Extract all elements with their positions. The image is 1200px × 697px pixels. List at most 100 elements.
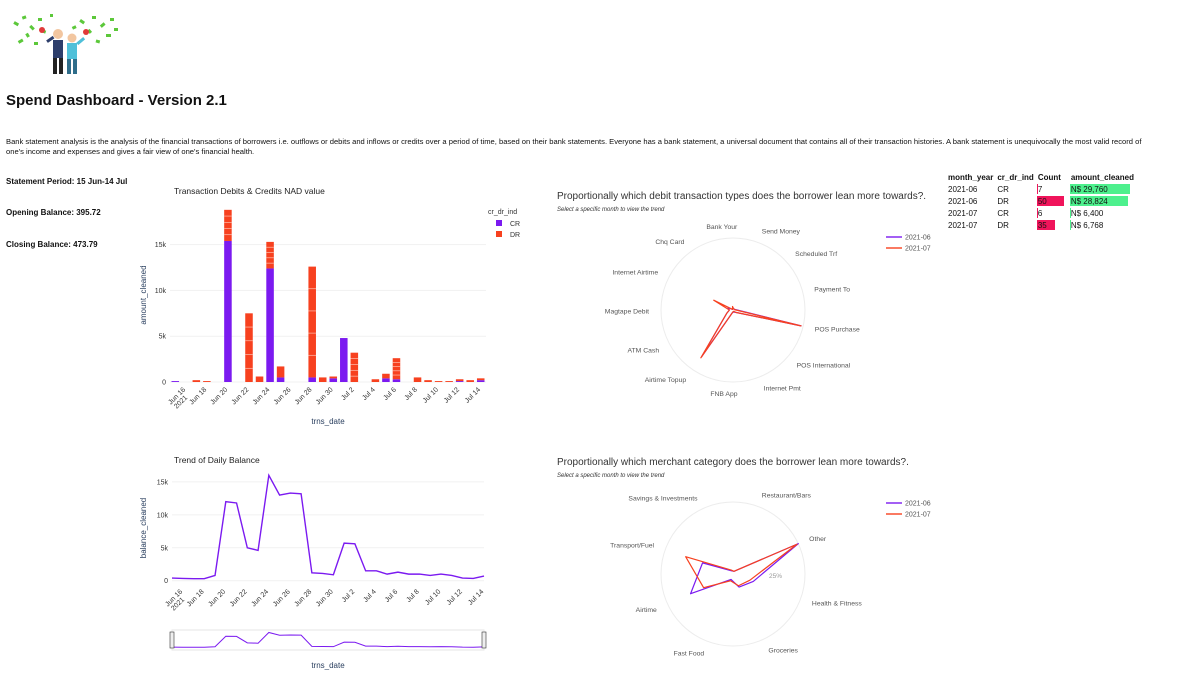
bar-dr — [445, 381, 453, 382]
merchant-radar-subtitle: Select a specific month to view the tren… — [557, 473, 665, 479]
bar-xtick-label: Jun 22 — [231, 386, 251, 406]
amount-cell-databar — [1069, 184, 1130, 194]
line-xtick-label: Jun 30 — [315, 588, 335, 608]
bar-xtick-label: Jun 28 — [294, 386, 314, 406]
radar-series-2021-06 — [689, 543, 799, 595]
dashboard-description: Bank statement analysis is the analysis … — [6, 137, 1142, 157]
bar-dr — [476, 378, 485, 381]
radar-axis-label: FNB App — [710, 391, 737, 398]
bar-xtick-label: Jul 2 — [340, 386, 355, 401]
bar-cr — [171, 381, 180, 382]
amount-cell: N$ 28,824 — [1069, 195, 1136, 207]
merchant-radar-chart[interactable]: Restaurant/Bars Other Health & Fitness Groc… — [590, 482, 950, 664]
bar-y-axis-title: amount_cleaned — [139, 265, 148, 324]
bar-cr — [455, 381, 464, 382]
line-xtick-label: Jun 20 — [207, 588, 227, 608]
debit-radar-subtitle: Select a specific month to view the tren… — [557, 207, 665, 213]
line-xtick-label: Jul 2 — [341, 588, 356, 603]
radar-series-2021-07 — [700, 299, 802, 359]
radar-legend-label: 2021-06 — [905, 235, 931, 242]
bar-xtick-label: Jul 12 — [443, 386, 461, 404]
bar-cr — [476, 380, 485, 382]
line-xtick-label: Jul 4 — [362, 588, 377, 603]
line-ytick-label: 10k — [157, 512, 169, 519]
amount-cell-databar — [1069, 220, 1072, 230]
table-row: 2021-07 CR 6 N$ 6,400 — [946, 207, 1136, 219]
radar-axis-label: Chq Card — [655, 239, 684, 246]
radar-legend-label: 2021-06 — [905, 501, 931, 508]
bar-dr — [392, 358, 401, 380]
bar-dr — [192, 380, 201, 382]
opening-balance: Opening Balance: 395.72 — [6, 208, 101, 217]
bar-dr — [413, 377, 422, 382]
bar-dr — [255, 376, 264, 382]
amount-cell-value: N$ 28,824 — [1070, 196, 1108, 206]
radar-axis-label: Fast Food — [674, 650, 705, 657]
bar-dr — [203, 381, 211, 382]
line-xtick-label: Jul 8 — [405, 588, 420, 603]
radar-axis-label: Internet Airtime — [612, 269, 658, 276]
bar-x-axis-title: trns_date — [311, 417, 345, 426]
balance-line — [171, 473, 485, 580]
radar-axis-label: Bank Your — [706, 224, 738, 231]
page-title: Spend Dashboard - Version 2.1 — [6, 92, 227, 109]
merchant-radar-title: Proportionally which merchant category d… — [557, 457, 909, 468]
radar-axis-label: Internet Pmt — [764, 386, 801, 393]
cr-dr-cell-value: CR — [997, 184, 1009, 194]
radar-axis-label: Restaurant/Bars — [762, 493, 812, 500]
bar-ytick-label: 10k — [155, 288, 167, 295]
cr-dr-cell-value: DR — [997, 220, 1009, 230]
debit-radar-chart[interactable]: Send Money Scheduled Trf Payment To POS Pur… — [590, 215, 950, 400]
radar-outer-ring — [660, 237, 806, 383]
radar-axis-label: Send Money — [762, 229, 801, 236]
bar-dr — [318, 377, 327, 382]
bar-cr — [382, 378, 390, 382]
month-year-cell: 2021-06 — [946, 195, 995, 207]
amount-cell-databar — [1069, 208, 1071, 218]
bar-dr — [382, 373, 390, 379]
radar-axis-label: Payment To — [814, 286, 850, 293]
bar-xtick-label: Jun 24 — [252, 386, 272, 406]
bar-xtick-label: Jul 8 — [404, 386, 419, 401]
radar-axis-label: Other — [809, 536, 827, 543]
bar-dr — [245, 313, 253, 382]
radar-axis-label: Savings & Investments — [628, 495, 698, 502]
amount-cell-value: N$ 6,768 — [1070, 220, 1104, 230]
count-cell: 50 — [1036, 195, 1069, 207]
count-cell-databar — [1036, 184, 1039, 194]
count-cell-databar — [1036, 220, 1055, 230]
amount-cell: N$ 6,400 — [1069, 207, 1136, 219]
count-cell: 35 — [1036, 219, 1069, 231]
range-slider-left-handle[interactable] — [169, 631, 175, 649]
cr-dr-cell: DR — [995, 219, 1035, 231]
bar-cr — [276, 377, 285, 382]
debit-radar-title: Proportionally which debit transaction t… — [557, 191, 927, 202]
month-year-cell: 2021-07 — [946, 207, 995, 219]
bar-cr — [392, 379, 401, 382]
cr-dr-cell: CR — [995, 207, 1035, 219]
cr-dr-cell: DR — [995, 195, 1035, 207]
bar-dr — [434, 381, 443, 382]
line-xtick-label: Jun 22 — [229, 588, 249, 608]
count-cell-value: 7 — [1037, 184, 1043, 194]
count-cell-value: 6 — [1037, 208, 1043, 218]
month-year-cell-value: 2021-07 — [948, 220, 978, 230]
line-xtick-label: Jul 10 — [424, 588, 442, 606]
radar-series-2021-07 — [685, 543, 798, 589]
table-row: 2021-06 DR 50 N$ 28,824 — [946, 195, 1136, 207]
line-x-axis-title: trns_date — [311, 661, 345, 670]
table-header-cell: Count — [1037, 173, 1061, 182]
line-xtick-label: Jun 28 — [293, 588, 313, 608]
line-xtick-label: Jul 6 — [384, 588, 399, 603]
month-year-cell-value: 2021-06 — [948, 196, 978, 206]
table-header-cell: amount_cleaned — [1070, 173, 1134, 182]
radar-axis-label: Groceries — [768, 648, 798, 655]
range-slider-right-handle[interactable] — [481, 631, 487, 649]
bar-cr — [308, 377, 316, 382]
range-slider-preview-line — [171, 631, 485, 648]
radar-axis-label: POS Purchase — [815, 327, 860, 334]
bar-xtick-label: Jun 30 — [315, 386, 335, 406]
table-header-cell: month_year — [948, 173, 994, 182]
